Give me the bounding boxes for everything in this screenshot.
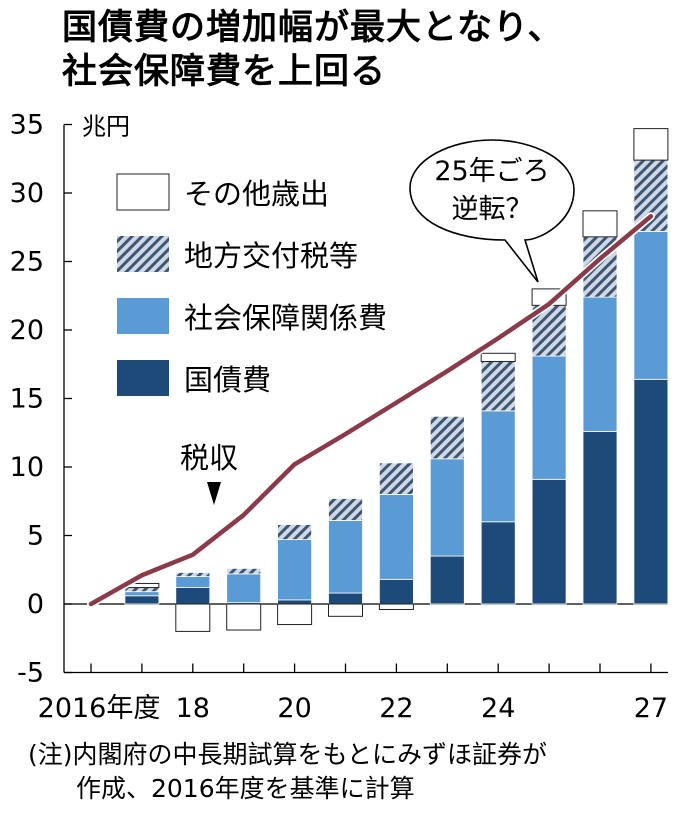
bar-segment-local-2021 [328, 498, 363, 521]
bar-segment-social-2024 [480, 410, 516, 523]
y-tick-label: 25 [10, 247, 44, 278]
y-tick-label: 10 [10, 452, 44, 483]
chart-title: 国債費の増加幅が最大となり、 社会保障費を上回る [62, 6, 564, 94]
bar-segment-local-2022 [378, 462, 414, 495]
y-tick-label: 30 [10, 178, 44, 209]
bar-segment-social-2025 [531, 355, 567, 480]
bar-segment-debt-2021 [328, 592, 363, 605]
y-tick-label: 0 [27, 589, 44, 620]
x-tick-label: 20 [277, 693, 311, 724]
bar-segment-debt-2017 [124, 595, 160, 605]
tax-line-halo [87, 212, 655, 608]
x-tick-label: 2016年度 [38, 693, 161, 724]
y-tick-label: 15 [10, 384, 44, 415]
bar-segment-local-2023 [429, 415, 465, 460]
bar-segment-local-2020 [277, 524, 313, 541]
bar-segment-debt-2018 [175, 587, 211, 605]
bar-segment-other-2020 [277, 603, 313, 626]
bar-segment-local-2018 [175, 572, 211, 577]
bar-segment-social-2027 [633, 230, 669, 380]
y-tick-label: -5 [17, 658, 44, 689]
legend-label-debt: 国債費 [184, 363, 271, 397]
bar-segment-debt-2020 [277, 599, 313, 605]
bar-segment-local-2017 [124, 587, 160, 593]
bubble-text-line-2: 逆転？ [452, 194, 533, 225]
bar-segment-social-2021 [328, 520, 363, 594]
footnote-line-1: (注)内閣府の中長期試算をもとにみずほ証券が [28, 740, 548, 769]
y-tick-label: 20 [10, 315, 44, 346]
bar-segment-other-2019 [226, 603, 262, 631]
x-tick-label: 18 [176, 693, 210, 724]
bar-segment-debt-2022 [378, 578, 414, 605]
footnote-line-2: 作成、2016年度を基準に計算 [76, 774, 415, 803]
bar-segment-other-2022 [378, 603, 414, 610]
bar-segment-social-2026 [582, 296, 618, 432]
tax-label: 税収 [180, 441, 238, 475]
legend-swatch-other [116, 173, 170, 211]
bar-segment-debt-2026 [582, 430, 618, 605]
x-tick-label: 27 [634, 693, 668, 724]
bar-segment-other-2026 [582, 210, 618, 238]
bar-segment-social-2022 [378, 493, 414, 580]
bar-segment-social-2019 [226, 573, 262, 604]
bar-segment-debt-2023 [429, 555, 465, 605]
bubble-text-line-1: 25年ごろ [434, 156, 549, 187]
bar-segment-other-2027 [633, 128, 669, 161]
bar-segment-other-2024 [480, 352, 516, 363]
speech-bubble [409, 139, 575, 283]
y-tick-label: 35 [10, 110, 44, 141]
bar-segment-other-2021 [328, 603, 363, 617]
bars [124, 128, 669, 632]
title-line-2: 社会保障費を上回る [62, 52, 387, 92]
legend-swatch-debt [117, 360, 169, 396]
y-unit-label: 兆円 [82, 113, 130, 141]
bar-segment-social-2023 [429, 458, 465, 557]
axes: -5 0 5 10 15 20 25 30 35 兆円 2016年度 18 20 22 24 27 [10, 110, 668, 725]
tax-pointer-icon [207, 482, 221, 505]
bar-segment-local-2019 [226, 567, 262, 575]
footnote: (注)内閣府の中長期試算をもとにみずほ証券が 作成、2016年度を基準に計算 [28, 738, 547, 806]
legend-label-social: 社会保障関係費 [184, 301, 387, 335]
title-line-1: 国債費の増加幅が最大となり、 [62, 8, 564, 48]
x-tick-label: 24 [481, 693, 515, 724]
bar-segment-social-2017 [124, 591, 160, 597]
bar-segment-debt-2027 [633, 378, 669, 605]
bar-segment-social-2018 [175, 576, 211, 588]
tax-line [88, 214, 654, 607]
x-tick-label: 22 [379, 693, 413, 724]
bar-segment-local-2024 [480, 361, 516, 412]
bar-segment-other-2018 [175, 603, 211, 632]
bar-segment-debt-2025 [531, 478, 567, 605]
bar-segment-debt-2024 [480, 521, 516, 605]
bar-segment-social-2020 [277, 539, 313, 601]
legend-swatch-social [117, 298, 169, 334]
legend-swatch-local [117, 236, 169, 272]
tax-revenue-line [87, 212, 655, 608]
legend-label-other: その他歳出 [184, 177, 329, 211]
legend-label-local: 地方交付税等 [184, 239, 358, 273]
y-tick-label: 5 [27, 521, 44, 552]
